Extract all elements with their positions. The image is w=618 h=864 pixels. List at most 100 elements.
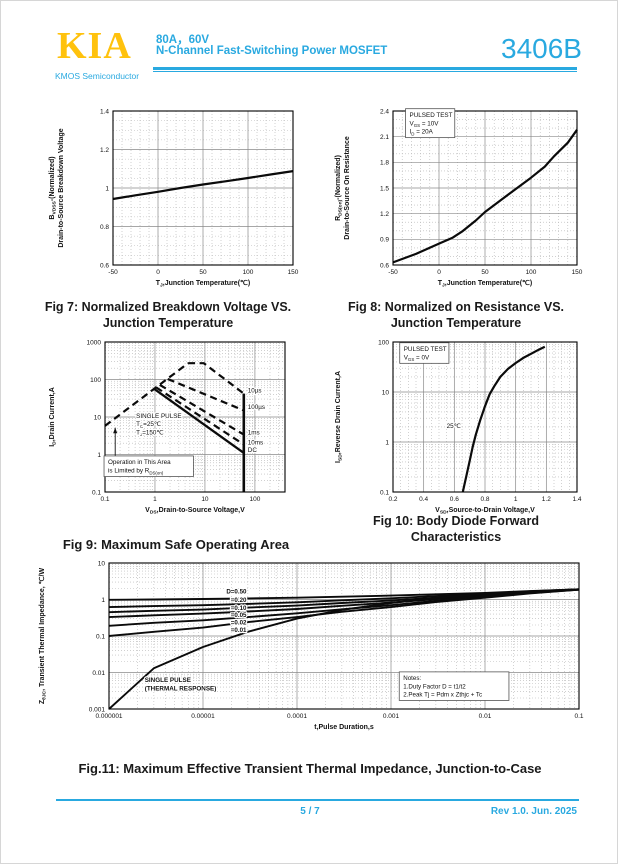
fig11-figure: 0.000001 0.00001 0.0001 0.001 0.01 0.1 0.001 0.… [31, 557, 596, 755]
header-rule-thick [153, 67, 577, 70]
svg-text:-50: -50 [388, 269, 398, 276]
svg-text:1: 1 [97, 452, 101, 459]
svg-text:0: 0 [437, 269, 441, 276]
svg-text:VDS,Drain-to-Source Voltage,V: VDS,Drain-to-Source Voltage,V [145, 507, 245, 516]
svg-text:RDS(on)-(Normalized): RDS(on)-(Normalized) [335, 155, 344, 221]
svg-text:0.1: 0.1 [92, 489, 101, 496]
fig8-figure: -50 0 50 100 150 0.6 0.9 1.2 1.5 1.8 2.1 2.4 TJ,Junc… [327, 103, 599, 301]
svg-text:VSD,Source-to-Drain Voltage,V: VSD,Source-to-Drain Voltage,V [435, 507, 535, 516]
svg-text:150: 150 [572, 269, 583, 276]
svg-text:2.4: 2.4 [380, 108, 389, 115]
svg-text:PULSED TEST: PULSED TEST [410, 112, 453, 119]
svg-text:t,Pulse Duration,s: t,Pulse Duration,s [314, 724, 374, 731]
svg-text:1ms: 1ms [248, 430, 260, 437]
fig8-caption: Fig 8: Normalized on Resistance VS. Junc… [347, 300, 565, 331]
fig9-figure: 0.1 1 10 100 0.1 1 10 100 1000 VDS,Drain-to-Sourc… [41, 334, 313, 536]
kia-logo: KIA [57, 25, 132, 67]
fig9-caption: Fig 9: Maximum Safe Operating Area [62, 537, 290, 552]
svg-text:0.6: 0.6 [380, 262, 389, 269]
page-indicator: 5 / 7 [300, 806, 320, 817]
svg-text:0.8: 0.8 [100, 224, 109, 231]
svg-text:0.1: 0.1 [574, 713, 583, 720]
svg-text:1: 1 [153, 496, 157, 503]
svg-text:0.000001: 0.000001 [95, 713, 122, 720]
svg-text:0.1: 0.1 [100, 496, 109, 503]
svg-text:0.1: 0.1 [380, 489, 389, 496]
svg-text:1.4: 1.4 [100, 108, 109, 115]
svg-text:SINGLE PULSE: SINGLE PULSE [145, 677, 191, 684]
svg-text:10: 10 [94, 414, 102, 421]
svg-text:1: 1 [101, 597, 105, 604]
svg-text:Drain-to-Source On Resistance: Drain-to-Source On Resistance [344, 136, 351, 240]
svg-text:ID = 20A: ID = 20A [410, 129, 434, 137]
svg-text:10ms: 10ms [248, 439, 263, 446]
svg-text:150: 150 [288, 269, 299, 276]
footer-divider [56, 799, 579, 801]
svg-text:100: 100 [90, 377, 101, 384]
svg-text:1.5: 1.5 [380, 185, 389, 192]
svg-text:=0.10: =0.10 [231, 605, 247, 612]
svg-text:0.0001: 0.0001 [287, 713, 307, 720]
svg-text:10: 10 [382, 389, 390, 396]
svg-text:0.4: 0.4 [419, 496, 428, 503]
svg-text:0.9: 0.9 [380, 237, 389, 244]
svg-text:1000: 1000 [87, 339, 102, 346]
svg-text:2.1: 2.1 [380, 134, 389, 141]
svg-text:0.1: 0.1 [96, 633, 105, 640]
svg-text:1: 1 [385, 439, 389, 446]
svg-text:Drain-to-Source Breakdown Volt: Drain-to-Source Breakdown Voltage [58, 128, 65, 247]
revision-label: Rev 1.0. Jun. 2025 [490, 806, 577, 817]
svg-text:VGS = 10V: VGS = 10V [410, 120, 440, 128]
svg-text:=0.02: =0.02 [231, 620, 247, 627]
svg-text:1.2: 1.2 [100, 147, 109, 154]
svg-text:1: 1 [514, 496, 518, 503]
fig10-figure: 0.2 0.4 0.6 0.8 1 1.2 1.4 0.1 1 10 100 VSD,Source-t… [327, 334, 599, 526]
svg-text:100: 100 [249, 496, 260, 503]
svg-text:10: 10 [201, 496, 209, 503]
svg-text:100: 100 [378, 339, 389, 346]
svg-text:TC=25℃: TC=25℃ [136, 421, 161, 429]
svg-text:25℃: 25℃ [447, 423, 461, 430]
logo-subtitle: KMOS Semiconductor [55, 71, 140, 81]
device-rating: 80A，60V [156, 34, 210, 46]
fig11-chart: 0.000001 0.00001 0.0001 0.001 0.01 0.1 0.001 0.… [38, 560, 584, 731]
svg-text:0.01: 0.01 [479, 713, 492, 720]
fig10-caption: Fig 10: Body Diode Forward Characteristi… [373, 514, 539, 545]
fig11-caption: Fig.11: Maximum Effective Transient Ther… [78, 761, 542, 776]
svg-text:0.01: 0.01 [92, 670, 105, 677]
svg-text:1: 1 [105, 185, 109, 192]
svg-text:50: 50 [199, 269, 207, 276]
svg-text:SINGLE PULSE: SINGLE PULSE [136, 413, 182, 420]
svg-text:D=0.50: D=0.50 [226, 589, 247, 596]
fig7-chart: -50 0 50 100 150 0.6 0.8 1 1.2 1.4 TJ,Junction Tem… [49, 108, 299, 288]
part-number: 3406B [501, 33, 582, 64]
svg-text:0: 0 [156, 269, 160, 276]
svg-text:BVDSS-(Normalized): BVDSS-(Normalized) [49, 156, 58, 219]
svg-text:PULSED TEST: PULSED TEST [404, 346, 447, 353]
svg-text:100µs: 100µs [248, 404, 265, 411]
svg-text:10: 10 [98, 560, 106, 567]
header-divider [153, 67, 577, 72]
fig7-caption: Fig 7: Normalized Breakdown Voltage VS. … [44, 300, 292, 331]
svg-text:Operation in This Area: Operation in This Area [108, 459, 171, 466]
svg-text:100: 100 [526, 269, 537, 276]
svg-text:=0.20: =0.20 [231, 597, 247, 604]
svg-text:TJ,Junction Temperature(℃): TJ,Junction Temperature(℃) [438, 279, 532, 289]
fig8-chart: -50 0 50 100 150 0.6 0.9 1.2 1.5 1.8 2.1 2.4 TJ,Junc… [335, 108, 583, 289]
fig9-chart: 0.1 1 10 100 0.1 1 10 100 1000 VDS,Drain-to-Sourc… [49, 339, 286, 516]
svg-text:(THERMAL RESPONSE): (THERMAL RESPONSE) [145, 685, 217, 692]
svg-text:VGS = 0V: VGS = 0V [404, 354, 430, 362]
svg-text:50: 50 [481, 269, 489, 276]
svg-text:DC: DC [248, 447, 258, 454]
svg-text:2.Peak Tj = Pdm x Zthjc + Tc: 2.Peak Tj = Pdm x Zthjc + Tc [403, 691, 482, 698]
svg-text:0.6: 0.6 [450, 496, 459, 503]
header-rule-thin [153, 71, 577, 72]
svg-text:-50: -50 [108, 269, 118, 276]
svg-text:0.001: 0.001 [383, 713, 400, 720]
svg-text:=0.05: =0.05 [231, 612, 247, 619]
svg-text:1.2: 1.2 [380, 211, 389, 218]
fig10-chart: 0.2 0.4 0.6 0.8 1 1.2 1.4 0.1 1 10 100 VSD,Source-t… [335, 339, 582, 516]
svg-text:1.Duty Factor D = t1/t2: 1.Duty Factor D = t1/t2 [403, 683, 466, 690]
svg-text:0.8: 0.8 [480, 496, 489, 503]
